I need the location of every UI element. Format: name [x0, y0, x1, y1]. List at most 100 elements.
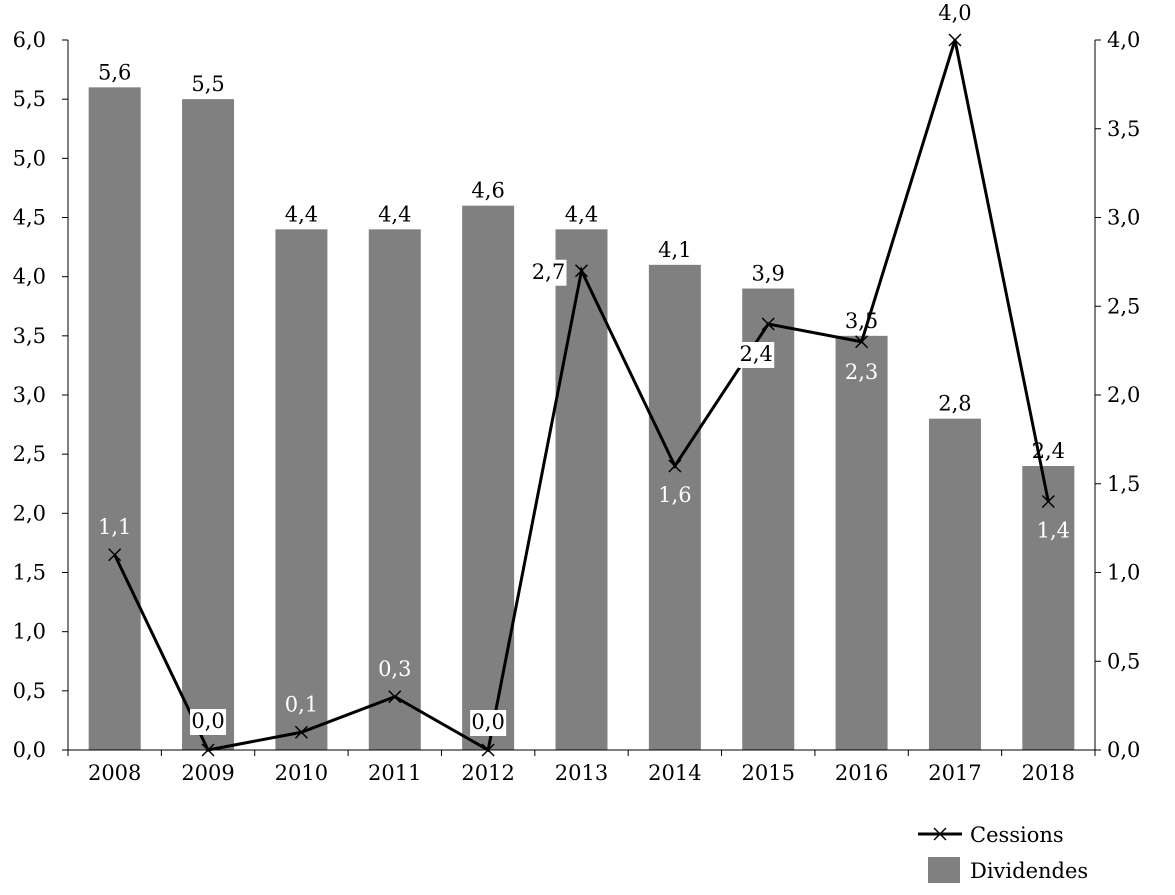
y-left-tick-label: 4,0: [13, 265, 46, 289]
y-right-tick-label: 0,5: [1107, 649, 1140, 673]
marker-stroke: [201, 743, 215, 757]
marker-cessions-2014: [668, 459, 682, 473]
y-left-tick-label: 4,5: [13, 206, 46, 230]
legend: Cessions Dividendes: [918, 823, 1088, 883]
bar-label-2014: 4,1: [658, 238, 691, 262]
x-tick-label-2018: 2018: [1022, 761, 1075, 785]
bar-dividendes-2011: [368, 229, 421, 751]
line-label-2009: 0,0: [191, 709, 224, 733]
marker-stroke: [108, 548, 122, 562]
bar-label-2012: 4,6: [471, 179, 504, 203]
bar-dividendes-2012: [462, 205, 515, 750]
marker-stroke: [388, 690, 402, 704]
x-tick-label-2013: 2013: [555, 761, 608, 785]
labels-layer: 5,6 5,5 4,4 4,4 4,6 4,4 4,1 3,9 3,5 2,8 2,4 1,1 0,0 0…: [98, 1, 1070, 736]
x-tick-label-2008: 2008: [88, 761, 141, 785]
legend-entry-dividendes: Dividendes: [928, 857, 1088, 883]
bar-dividendes-2013: [555, 229, 608, 751]
x-tick-label-2017: 2017: [928, 761, 981, 785]
line-label-2018: 1,4: [1037, 519, 1070, 543]
y-left-tick-label: 5,5: [13, 87, 46, 111]
line-label-2012: 0,0: [471, 710, 504, 734]
x-tick-label-2016: 2016: [835, 761, 888, 785]
marker-cessions-2010: [294, 725, 308, 739]
line-label-2016: 2,3: [845, 360, 878, 384]
line-label-box: [530, 259, 567, 286]
bar-dividendes-2010: [275, 229, 328, 751]
bar-label-2013: 4,4: [565, 202, 598, 226]
line-label-2015: 2,4: [740, 342, 773, 366]
bar-label-2010: 4,4: [285, 202, 318, 226]
marker-cessions-2013: [574, 264, 589, 278]
bar-dividendes-2014: [648, 264, 701, 750]
marker-stroke: [481, 743, 495, 757]
bar-label-2016: 3,5: [845, 309, 878, 333]
line-label-box: [190, 709, 227, 735]
y-left-tick-label: 6,0: [13, 28, 46, 52]
bar-label-2008: 5,6: [98, 60, 131, 84]
bar-label-2009: 5,5: [191, 72, 224, 96]
line-layer: [108, 33, 1055, 757]
line-label-2010: 0,1: [285, 692, 318, 716]
bar-dividendes-2018: [1022, 466, 1075, 750]
x-tick-label-2012: 2012: [461, 761, 514, 785]
marker-cessions-2017: [948, 33, 962, 47]
line-label-2017: 4,0: [938, 1, 971, 25]
marker-cessions-2018: [1041, 494, 1055, 509]
marker-cessions-2016: [855, 335, 869, 349]
marker-stroke: [574, 264, 589, 278]
x-tick-label-2009: 2009: [181, 761, 234, 785]
line-label-2008: 1,1: [98, 515, 131, 539]
marker-stroke: [948, 33, 962, 47]
y-right-tick-label: 1,5: [1107, 472, 1140, 496]
y-left-tick-label: 5,0: [13, 146, 46, 170]
marker-cessions-2012: [481, 743, 495, 757]
legend-label-dividendes: Dividendes: [970, 859, 1088, 883]
x-tick-label-2015: 2015: [742, 761, 795, 785]
line-label-2013: 2,7: [532, 260, 565, 284]
marker-stroke: [855, 335, 869, 349]
marker-cessions-2015: [761, 317, 775, 331]
axes-layer: 0,0 0,5 1,0 1,5 2,0 2,5 3,0 3,5 4,0 4,5 5,0 5,5 6,0 0…: [13, 28, 1141, 785]
bar-label-2017: 2,8: [938, 392, 971, 416]
x-tick-label-2014: 2014: [648, 761, 701, 785]
bar-dividendes-2016: [835, 335, 888, 750]
y-left-tick-label: 1,0: [13, 620, 46, 644]
y-right-tick-label: 3,0: [1107, 206, 1140, 230]
marker-stroke: [668, 459, 682, 473]
line-label-box: [470, 710, 507, 736]
y-right-tick-label: 2,0: [1107, 383, 1140, 407]
y-left-tick-label: 0,0: [13, 738, 46, 762]
y-left-tick-label: 2,5: [13, 442, 46, 466]
y-right-tick-label: 3,5: [1107, 117, 1140, 141]
legend-bar-swatch: [928, 857, 960, 883]
y-left-tick-label: 3,5: [13, 324, 46, 348]
marker-cessions-2009: [201, 743, 215, 757]
line-label-2011: 0,3: [378, 657, 411, 681]
bar-label-2018: 2,4: [1032, 439, 1065, 463]
y-right-tick-label: 1,0: [1107, 561, 1140, 585]
marker-cessions-2011: [388, 690, 402, 704]
legend-marker-stroke: [933, 827, 947, 841]
x-tick-label-2010: 2010: [275, 761, 328, 785]
bars-layer: [88, 87, 1075, 751]
y-right-tick-label: 4,0: [1107, 28, 1140, 52]
line-label-2014: 1,6: [658, 483, 691, 507]
marker-cessions-2008: [108, 548, 122, 562]
bar-label-2011: 4,4: [378, 202, 411, 226]
bar-dividendes-2009: [182, 99, 235, 750]
legend-label-cessions: Cessions: [970, 823, 1064, 847]
marker-stroke: [1041, 494, 1055, 509]
y-left-tick-label: 3,0: [13, 383, 46, 407]
x-tick-label-2011: 2011: [368, 761, 421, 785]
y-right-tick-label: 2,5: [1107, 294, 1140, 318]
y-right-tick-label: 0,0: [1107, 738, 1140, 762]
bar-label-2015: 3,9: [752, 262, 785, 286]
marker-stroke: [761, 317, 775, 331]
line-label-box: [738, 342, 775, 368]
y-left-tick-label: 0,5: [13, 679, 46, 703]
bar-dividendes-2017: [928, 418, 981, 750]
marker-stroke: [294, 725, 308, 739]
